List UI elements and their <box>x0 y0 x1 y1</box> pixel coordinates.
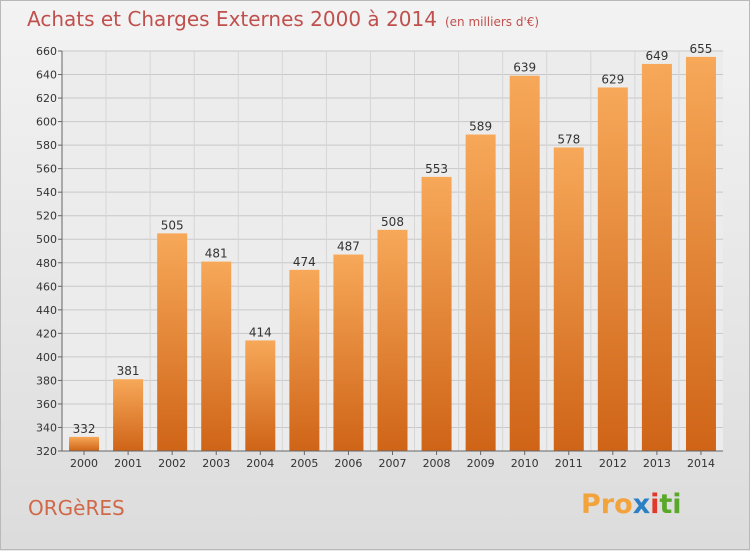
data-label: 639 <box>513 61 536 75</box>
logo-letter: x <box>632 489 651 520</box>
y-tick-label: 560 <box>36 163 57 176</box>
bar <box>289 269 320 451</box>
data-label: 481 <box>205 247 228 261</box>
data-label: 474 <box>293 255 316 269</box>
chart-title-text: Achats et Charges Externes 2000 à 2014 <box>27 7 437 31</box>
bar <box>553 147 584 451</box>
bar <box>69 436 100 451</box>
y-tick-label: 620 <box>36 92 57 105</box>
bar <box>377 229 408 451</box>
data-label: 655 <box>690 42 713 56</box>
x-tick-label: 2001 <box>114 457 142 470</box>
x-tick-label: 2002 <box>158 457 186 470</box>
data-label: 487 <box>337 240 360 254</box>
y-tick-label: 460 <box>36 280 57 293</box>
x-tick-label: 2004 <box>246 457 274 470</box>
y-tick-label: 400 <box>36 351 57 364</box>
bar <box>509 75 540 452</box>
logo-letter: t <box>659 489 673 520</box>
y-tick-label: 660 <box>36 45 57 58</box>
logo-letter: o <box>614 489 633 520</box>
logo-letter: P <box>581 489 601 520</box>
unit-note: (en milliers d'€) <box>444 15 540 29</box>
bar <box>333 254 364 451</box>
x-tick-label: 2003 <box>202 457 230 470</box>
bar <box>421 176 452 451</box>
bar <box>641 63 672 452</box>
bar <box>113 379 144 451</box>
x-tick-label: 2000 <box>70 457 98 470</box>
data-label: 508 <box>381 215 404 229</box>
x-tick-label: 2014 <box>687 457 715 470</box>
data-label: 578 <box>557 132 580 146</box>
x-tick-label: 2006 <box>334 457 362 470</box>
y-tick-label: 320 <box>36 445 57 458</box>
x-tick-label: 2005 <box>290 457 318 470</box>
x-tick-label: 2008 <box>423 457 451 470</box>
bar <box>201 261 232 451</box>
y-tick-label: 420 <box>36 327 57 340</box>
data-label: 629 <box>601 72 624 86</box>
bar <box>465 134 496 451</box>
chart-title: Achats et Charges Externes 2000 à 2014 (e… <box>27 7 539 31</box>
logo-letter: i <box>672 489 682 520</box>
bar <box>245 340 276 451</box>
logo-letter: r <box>600 489 615 520</box>
y-tick-label: 360 <box>36 398 57 411</box>
x-tick-label: 2012 <box>599 457 627 470</box>
bar <box>597 87 628 452</box>
y-tick-label: 540 <box>36 186 57 199</box>
y-tick-label: 340 <box>36 421 57 434</box>
y-tick-label: 380 <box>36 374 57 387</box>
commune-name: ORGèRES <box>28 496 125 520</box>
data-label: 649 <box>645 49 668 63</box>
data-label: 332 <box>73 422 96 436</box>
y-tick-label: 580 <box>36 139 57 152</box>
data-label: 381 <box>117 364 140 378</box>
proxiti-logo: Proxiti <box>581 489 682 520</box>
y-tick-label: 480 <box>36 257 57 270</box>
y-tick-label: 600 <box>36 116 57 129</box>
x-tick-label: 2013 <box>643 457 671 470</box>
x-tick-label: 2007 <box>379 457 407 470</box>
y-tick-label: 500 <box>36 233 57 246</box>
data-label: 414 <box>249 325 272 339</box>
x-tick-label: 2011 <box>555 457 583 470</box>
y-tick-label: 520 <box>36 210 57 223</box>
data-label: 505 <box>161 218 184 232</box>
x-tick-label: 2009 <box>467 457 495 470</box>
bar <box>685 56 716 451</box>
x-tick-label: 2010 <box>511 457 539 470</box>
data-label: 553 <box>425 162 448 176</box>
y-tick-label: 640 <box>36 69 57 82</box>
logo-letter: i <box>650 489 660 520</box>
data-label: 589 <box>469 120 492 134</box>
y-tick-label: 440 <box>36 304 57 317</box>
bar <box>157 233 188 451</box>
